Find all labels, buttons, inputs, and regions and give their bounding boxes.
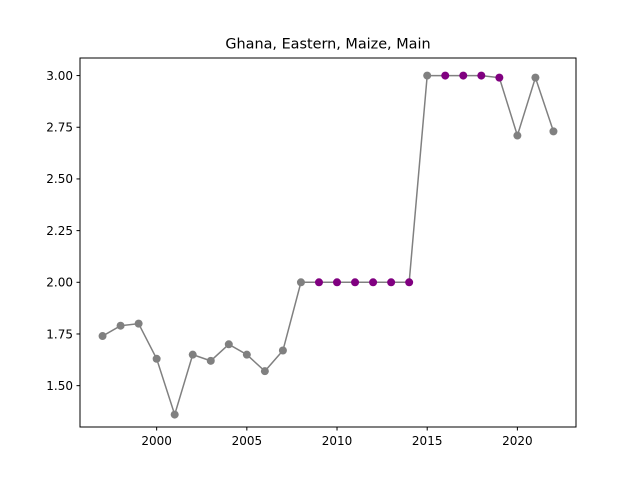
data-point [387,278,396,287]
data-point [278,346,287,355]
chart-title: Ghana, Eastern, Maize, Main [225,37,430,53]
plot-frame [79,57,577,428]
x-axis-ticks: 2000 2005 2010 2015 2020 [141,427,533,448]
y-tick-label: 3.00 [46,69,73,83]
data-point [152,354,161,363]
x-tick-label: 2010 [322,434,353,448]
data-point [242,350,251,359]
data-point [134,319,143,328]
series-line [102,74,555,418]
y-tick-label: 2.75 [46,121,73,135]
data-point [549,127,558,136]
data-point [296,278,305,287]
y-tick-label: 2.25 [46,224,73,238]
data-point [477,71,486,80]
x-tick-label: 2020 [502,434,533,448]
data-point [260,367,269,376]
data-point [405,278,414,287]
data-point [531,73,540,82]
data-point [170,410,179,419]
data-point [98,332,107,341]
x-tick-label: 2005 [232,434,263,448]
data-point [459,71,468,80]
data-point [423,71,432,80]
y-tick-label: 1.50 [46,379,73,393]
data-point [513,131,522,140]
data-point [224,340,233,349]
data-point [441,71,450,80]
data-point [333,278,342,287]
data-point [206,356,215,365]
y-tick-label: 2.00 [46,276,73,290]
x-tick-label: 2000 [141,434,172,448]
y-tick-label: 1.75 [46,327,73,341]
y-axis-ticks: 1.50 1.75 2.00 2.25 2.50 2.75 3.00 [46,69,80,393]
data-point [116,321,125,330]
data-point [188,350,197,359]
x-tick-label: 2015 [412,434,443,448]
data-point [495,73,504,82]
data-point [314,278,323,287]
data-point [351,278,360,287]
y-tick-label: 2.50 [46,172,73,186]
plot-content [98,71,558,419]
data-point [369,278,378,287]
